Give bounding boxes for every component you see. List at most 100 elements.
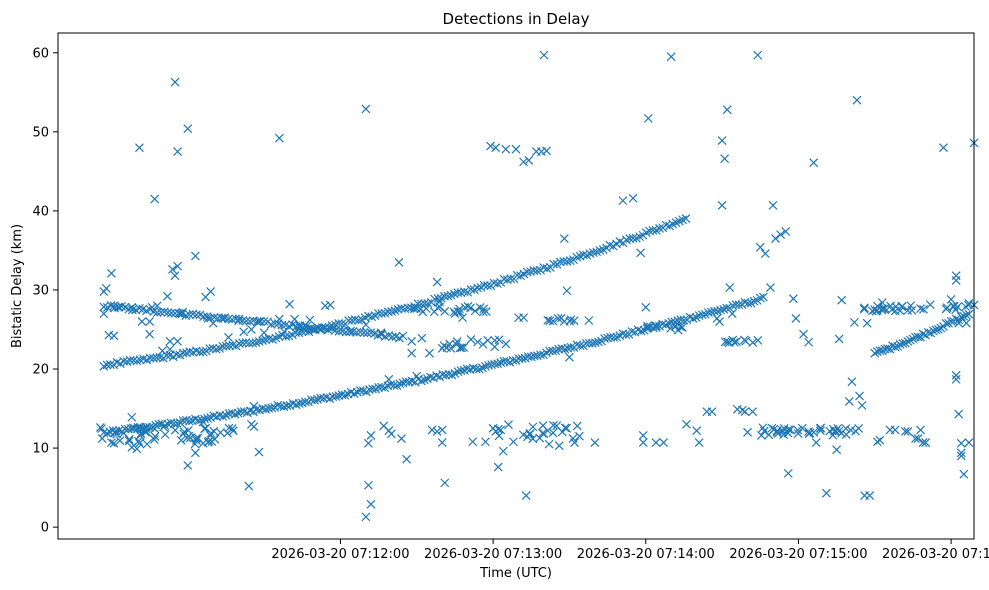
data-point [511, 144, 521, 154]
data-point [185, 433, 195, 443]
data-point [588, 248, 598, 257]
data-point [508, 355, 518, 365]
data-point [412, 371, 422, 381]
data-point [707, 407, 717, 417]
data-point [478, 307, 488, 317]
data-point [498, 446, 508, 456]
data-point [539, 429, 549, 439]
data-point [738, 405, 747, 415]
data-point [875, 346, 885, 356]
data-point [734, 300, 744, 310]
x-tick-label: 2026-03-20 07:14:00 [577, 547, 715, 562]
data-point [668, 219, 678, 229]
data-point [925, 300, 935, 310]
data-point [201, 292, 211, 302]
data-point [834, 334, 844, 344]
data-point [870, 305, 880, 315]
data-point [528, 434, 538, 444]
data-point [833, 423, 843, 433]
data-point [865, 491, 875, 500]
data-point [748, 338, 758, 347]
data-point [494, 335, 504, 345]
data-point [208, 343, 218, 353]
data-point [456, 366, 466, 376]
data-point [361, 512, 371, 522]
data-point [743, 298, 753, 308]
data-point [907, 305, 917, 315]
data-point [565, 316, 575, 326]
y-axis-label: Bistatic Delay (km) [10, 224, 25, 348]
data-point [459, 342, 469, 352]
data-point [692, 426, 702, 436]
data-point [295, 323, 305, 333]
data-point [251, 338, 261, 347]
data-point [890, 342, 900, 352]
data-point [170, 271, 180, 281]
x-tick-label: 2026-03-20 07:13:00 [424, 547, 562, 562]
data-point [211, 344, 221, 354]
data-point [452, 340, 461, 349]
data-point [961, 310, 971, 320]
data-point [491, 427, 501, 436]
data-point [427, 425, 437, 435]
data-point [921, 438, 931, 447]
data-point [759, 426, 769, 436]
data-point [951, 370, 961, 380]
data-point [552, 421, 562, 431]
data-point [192, 436, 201, 446]
data-point [127, 305, 137, 315]
data-point [688, 314, 698, 323]
data-point [717, 200, 727, 210]
data-point [748, 407, 758, 417]
data-point [183, 124, 193, 134]
data-point [740, 407, 750, 417]
data-point [367, 312, 377, 322]
data-point [170, 77, 180, 87]
data-point [124, 434, 134, 444]
data-point [152, 301, 162, 311]
data-point [753, 335, 763, 345]
data-point [493, 462, 503, 472]
data-point [964, 438, 974, 447]
data-point [622, 235, 631, 245]
data-point [694, 438, 704, 447]
data-point [457, 343, 467, 353]
data-point [440, 306, 450, 316]
data-point [732, 337, 741, 346]
data-point [193, 433, 203, 443]
data-point [173, 147, 183, 157]
data-point [114, 302, 124, 312]
data-point [697, 310, 707, 320]
data-point [506, 274, 516, 284]
data-point [395, 379, 405, 389]
data-point [841, 430, 851, 439]
data-point [238, 316, 248, 325]
data-point [791, 313, 801, 323]
data-point [142, 439, 152, 449]
data-point [572, 421, 582, 431]
data-point [756, 430, 766, 440]
x-tick-label: 2026-03-20 07:16:00 [882, 547, 989, 562]
data-point [903, 337, 913, 346]
data-point [397, 434, 406, 444]
data-point [397, 303, 406, 313]
data-point [565, 256, 575, 266]
data-point [621, 330, 631, 340]
data-point [560, 423, 570, 433]
data-point [282, 401, 292, 411]
data-point [336, 325, 345, 334]
y-tick-label: 0 [41, 521, 49, 536]
data-point [501, 144, 511, 154]
data-point [127, 442, 137, 452]
data-point [519, 157, 529, 167]
data-point [959, 311, 969, 321]
data-point [463, 301, 473, 311]
data-point [679, 315, 689, 325]
data-point [477, 363, 487, 373]
data-point [956, 438, 966, 448]
data-point [173, 261, 183, 271]
data-point [310, 395, 319, 405]
data-point [99, 309, 109, 319]
data-point [363, 311, 373, 321]
data-point [239, 327, 249, 337]
